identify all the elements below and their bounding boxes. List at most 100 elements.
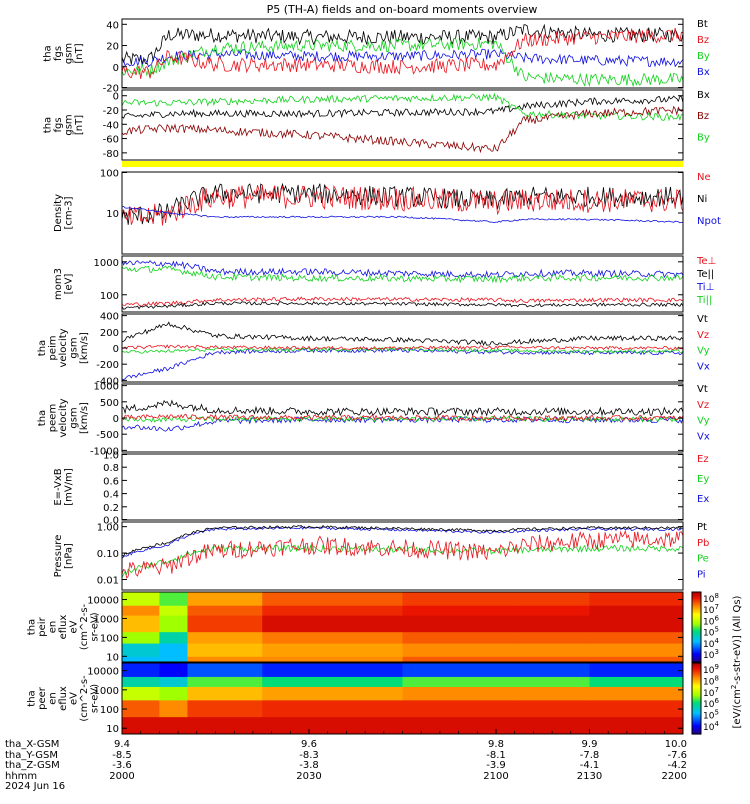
ylabel-line: peer xyxy=(37,686,48,710)
legend-Bz: Bz xyxy=(697,35,709,46)
colorbar-step xyxy=(692,630,701,633)
colorbar-step xyxy=(692,702,701,704)
colorbar-step xyxy=(692,594,701,597)
cell-4-6 xyxy=(589,663,683,677)
legend-Vt: Vt xyxy=(697,384,708,395)
colorbar-step xyxy=(692,653,701,656)
ytick-label: 0 xyxy=(113,344,119,355)
ylabel-line: sr-eV) xyxy=(90,612,101,641)
panel-6: 1000 500 0 -500 -1000 tha peem velocity gsm [km/s… xyxy=(37,382,710,458)
colorbar-tick: 107 xyxy=(703,603,719,616)
colorbar-step xyxy=(692,658,701,661)
colorbar-tick: 105 xyxy=(703,709,719,722)
cell-1-1 xyxy=(159,643,188,657)
legend-Vt: Vt xyxy=(697,314,708,325)
colorbar-step xyxy=(692,698,701,701)
colorbar-step xyxy=(692,667,701,670)
colorbar-step xyxy=(692,613,701,615)
colorbar-step xyxy=(692,716,701,719)
ylabel-line: tha xyxy=(42,117,53,133)
colorbar-step xyxy=(692,645,701,648)
legend-Pb: Pb xyxy=(697,538,709,549)
legend-Npot: Npot xyxy=(697,216,721,227)
colorbar-step xyxy=(692,694,701,697)
ylabel-line: eflux xyxy=(58,686,69,711)
cell-0-3 xyxy=(262,716,403,734)
legend-Vx: Vx xyxy=(697,431,710,442)
colorbar-step xyxy=(692,609,701,612)
colorbar-step xyxy=(692,668,701,671)
colorbar-step xyxy=(692,634,701,636)
colorbar-step xyxy=(692,706,701,709)
xtick-label: 2130 xyxy=(577,771,602,782)
colorbar-step xyxy=(692,652,701,655)
status-bar xyxy=(122,161,683,167)
cell-4-3 xyxy=(262,663,403,677)
cell-3-5 xyxy=(514,676,590,687)
xaxis-row-label: tha_X-GSM xyxy=(5,739,59,750)
legend-Ti⊥: Ti⊥ xyxy=(696,282,714,293)
colorbar-step xyxy=(692,623,701,626)
ytick-label: -20 xyxy=(103,106,119,117)
colorbar-step xyxy=(692,670,701,672)
ytick-label: 10000 xyxy=(87,667,119,678)
cell-2-1 xyxy=(159,686,188,701)
ylabel-line: en xyxy=(48,621,59,634)
spectrogram xyxy=(122,663,683,734)
colorbar-step xyxy=(692,616,701,619)
colorbar-step xyxy=(692,657,701,660)
colorbar-step xyxy=(692,651,701,654)
ylabel-line: [km/s] xyxy=(79,332,90,364)
cell-0-2 xyxy=(187,656,263,662)
cell-3-1 xyxy=(159,615,188,633)
cell-4-5 xyxy=(514,663,590,677)
legend-By: By xyxy=(697,132,710,143)
ylabel-line: gsm xyxy=(63,114,74,135)
colorbar-step xyxy=(692,697,701,700)
colorbar-tick: 106 xyxy=(703,614,719,627)
cell-5-0 xyxy=(122,592,160,606)
ytick-label: 0 xyxy=(113,92,119,103)
ylabel-line: tha xyxy=(37,410,48,426)
ylabel-line: [eV] xyxy=(63,274,74,295)
colorbar-step xyxy=(692,608,701,611)
legend-Ti||: Ti|| xyxy=(696,295,712,306)
cell-4-6 xyxy=(589,605,683,616)
xtick-label: 2030 xyxy=(296,771,321,782)
ylabel-line: Density xyxy=(53,194,64,232)
colorbar-step xyxy=(692,679,701,682)
panel-7: 1.00.8 0.6 0.4 0.2 0.0 E=-VxB [mV/m] Ez Ey Ex xyxy=(53,451,710,527)
legend-Pt: Pt xyxy=(697,522,707,533)
panel-frame xyxy=(121,18,684,89)
ylabel-line: tha xyxy=(37,340,48,356)
cell-0-3 xyxy=(262,656,403,662)
cell-4-2 xyxy=(187,663,263,677)
colorbar-step xyxy=(692,610,701,613)
ytick-label: 0.2 xyxy=(103,503,119,514)
colorbar-step xyxy=(692,638,701,641)
ylabel-line: [km/s] xyxy=(79,402,90,434)
colorbar-step xyxy=(692,685,701,688)
ytick-label: 10 xyxy=(106,652,119,663)
plot-title: P5 (TH-A) fields and on-board moments ov… xyxy=(267,3,538,16)
colorbar-tick: 105 xyxy=(703,626,719,639)
colorbar-step xyxy=(692,604,701,607)
cell-0-4 xyxy=(402,656,516,662)
cell-4-2 xyxy=(187,605,263,616)
cell-1-4 xyxy=(402,699,516,718)
ytick-label: -60 xyxy=(103,135,119,146)
colorbar-step xyxy=(692,602,701,605)
colorbar-step xyxy=(692,671,701,674)
colorbar-step xyxy=(692,680,701,683)
colorbar-step xyxy=(692,687,701,690)
colorbar-step xyxy=(692,649,701,651)
colorbar-step xyxy=(692,592,701,594)
colorbar-step xyxy=(692,628,701,630)
colorbar-step xyxy=(692,683,701,685)
ytick-label: 500 xyxy=(100,398,119,409)
cell-0-1 xyxy=(159,716,188,734)
colorbar-step xyxy=(692,646,701,649)
